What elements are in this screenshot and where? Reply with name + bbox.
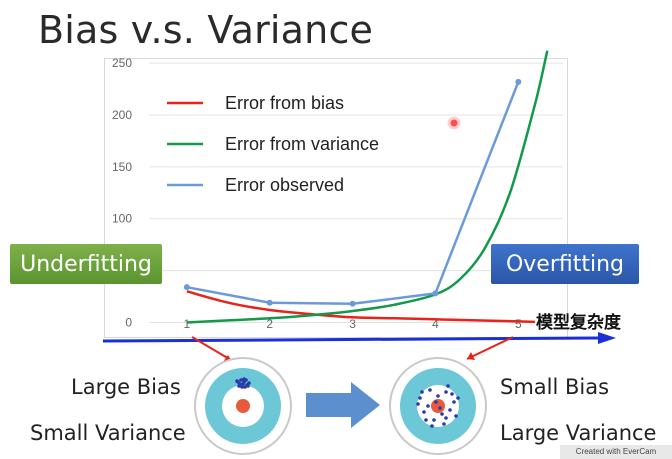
- watermark: Created with EverCam: [560, 445, 672, 459]
- pointer-arrowhead-right: [467, 352, 475, 360]
- x-tick-label: 2: [266, 317, 273, 331]
- target-hit-dot: [416, 402, 420, 406]
- target-hit-dot: [428, 388, 432, 392]
- target-hit-dot: [426, 404, 430, 408]
- target-hit-dot: [446, 384, 450, 388]
- left-target-label-bottom: Small Variance: [30, 421, 186, 445]
- y-tick-label: 150: [112, 160, 132, 174]
- complexity-label: 模型复杂度: [536, 313, 621, 333]
- cursor-dot: [447, 116, 461, 130]
- left-target-label-top: Large Bias: [71, 375, 181, 399]
- series-line-variance: [186, 50, 549, 324]
- legend-label-observed: Error observed: [225, 175, 344, 195]
- x-tick-label: 1: [184, 317, 191, 331]
- x-tick-label: 4: [432, 317, 439, 331]
- target-hit-dot: [440, 412, 444, 416]
- target-hit-dot: [432, 418, 436, 422]
- target-hit-dot: [450, 392, 454, 396]
- target-hit-dot: [442, 422, 446, 426]
- target-hit-dot: [454, 414, 458, 418]
- y-tick-label: 200: [112, 108, 132, 122]
- observed-point: [515, 78, 522, 85]
- target-hit-dot: [444, 390, 448, 394]
- target-hit-dot: [422, 410, 426, 414]
- target-hit-dot: [236, 380, 240, 384]
- observed-point: [266, 299, 273, 306]
- target-hit-dot: [430, 424, 434, 428]
- y-tick-label: 0: [125, 315, 132, 329]
- target-right: [389, 357, 487, 455]
- observed-point: [432, 290, 439, 297]
- right-target-hits: [416, 384, 460, 428]
- target-hit-dot: [237, 384, 241, 388]
- target-hit-dot: [434, 400, 438, 404]
- complexity-axis-arrowhead: [598, 332, 616, 344]
- target-hit-dot: [420, 390, 424, 394]
- target-hit-dot: [418, 396, 422, 400]
- pointer-arrow-left: [191, 336, 232, 361]
- overfitting-badge: Overfitting: [491, 244, 639, 284]
- pointer-arrow-right: [466, 336, 514, 360]
- slide-title: Bias v.s. Variance: [38, 8, 374, 52]
- target-hit-dot: [436, 394, 440, 398]
- underfitting-badge: Underfitting: [10, 244, 162, 284]
- legend-label-bias: Error from bias: [225, 93, 344, 113]
- target-left: [194, 357, 292, 455]
- target-hit-dot: [444, 416, 448, 420]
- series-line-bias: [186, 290, 535, 324]
- target-hit-dot: [241, 382, 245, 386]
- target-hit-dot: [452, 400, 456, 404]
- target-hit-dot: [242, 377, 246, 381]
- target-hit-dot: [424, 418, 428, 422]
- target-hit-dot: [246, 384, 250, 388]
- left-target-hits: [235, 377, 251, 389]
- chart-frame: [104, 58, 568, 338]
- observed-point: [349, 300, 356, 307]
- y-tick-label: 100: [112, 212, 132, 226]
- complexity-axis-arrow: [102, 336, 599, 343]
- target-hit-dot: [448, 408, 452, 412]
- right-target-label-top: Small Bias: [500, 375, 610, 399]
- target-hit-dot: [240, 385, 244, 389]
- target-hit-dot: [438, 406, 442, 410]
- y-tick-label: 250: [112, 56, 132, 70]
- observed-point: [183, 284, 190, 291]
- transition-arrow: [306, 382, 380, 428]
- target-hit-dot: [247, 381, 251, 385]
- x-tick-label: 3: [349, 317, 356, 331]
- legend-label-variance: Error from variance: [225, 134, 379, 154]
- target-hit-dot: [243, 385, 247, 389]
- right-target-label-bottom: Large Variance: [500, 421, 657, 445]
- target-hit-dot: [456, 396, 460, 400]
- target-hit-dot: [239, 378, 243, 382]
- x-tick-label: 5: [515, 317, 522, 331]
